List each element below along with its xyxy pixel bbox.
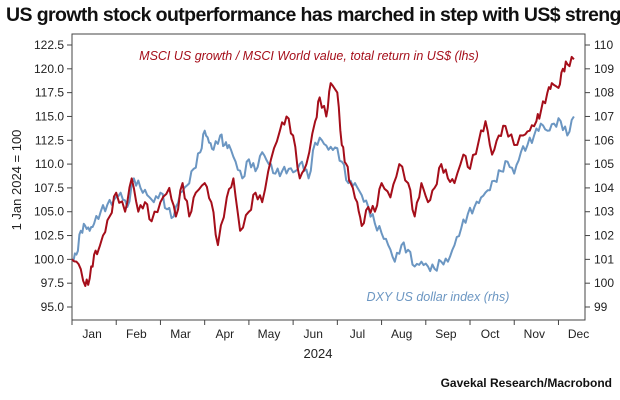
left-tick-label: 122.5: [34, 38, 64, 52]
left-tick-label: 115.0: [35, 109, 64, 123]
right-tick-label: 110: [594, 38, 613, 52]
source-credit: Gavekal Research/Macrobond: [440, 376, 612, 390]
left-tick-label: 105.0: [34, 205, 64, 219]
series-line-dxy: [71, 115, 575, 273]
right-tick-label: 105: [594, 157, 614, 171]
x-tick-label: Jan: [82, 327, 101, 341]
right-tick-label: 104: [594, 181, 614, 195]
left-tick-label: 120.0: [34, 62, 64, 76]
x-tick-label: Feb: [126, 327, 147, 341]
x-axis: Jan Feb Mar Apr May Jun Jul Aug Sep Oct Nov Dec: [71, 320, 589, 341]
series-lines: [71, 55, 575, 287]
left-tick-label: 95.0: [41, 300, 65, 314]
x-tick-label: Oct: [481, 327, 500, 341]
series-label-dxy: DXY US dollar index (rhs): [367, 290, 510, 304]
series-line-growth-value: [71, 55, 575, 287]
right-y-axis: 99 100 101 102 103 104 105 106 107 108 109 110: [585, 38, 614, 314]
left-tick-label: 97.5: [41, 276, 65, 290]
left-tick-label: 100.0: [34, 252, 64, 266]
right-tick-label: 107: [594, 109, 614, 123]
x-tick-label: Nov: [524, 327, 545, 341]
plot-frame: [71, 33, 586, 321]
x-tick-label: Aug: [391, 327, 412, 341]
right-tick-label: 109: [594, 62, 614, 76]
plot-border: [71, 33, 586, 321]
x-tick-label: Apr: [215, 327, 234, 341]
chart-title: US growth stock outperformance has march…: [6, 4, 620, 26]
right-tick-label: 106: [594, 133, 614, 147]
x-tick-label: Sep: [435, 327, 457, 341]
left-tick-label: 107.5: [34, 181, 64, 195]
left-y-axis: 95.0 97.5 100.0 102.5 105.0 107.5 110.0 112.5 11…: [34, 38, 72, 314]
x-tick-label: Jun: [304, 327, 323, 341]
left-y-axis-label: 1 Jan 2024 = 100: [9, 130, 24, 231]
right-tick-label: 103: [594, 205, 614, 219]
right-tick-label: 102: [594, 229, 614, 243]
x-tick-label: Jul: [350, 327, 365, 341]
left-tick-label: 117.5: [35, 86, 64, 100]
right-tick-label: 108: [594, 86, 614, 100]
right-tick-label: 99: [594, 300, 608, 314]
x-tick-label: Mar: [170, 327, 191, 341]
x-tick-label: May: [258, 327, 281, 341]
right-tick-label: 100: [594, 276, 614, 290]
series-label-growth-value: MSCI US growth / MSCI World value, total…: [139, 49, 479, 63]
x-axis-label: 2024: [304, 346, 333, 361]
left-tick-label: 112.5: [35, 133, 64, 147]
left-tick-label: 102.5: [34, 229, 64, 243]
x-tick-label: Dec: [568, 327, 589, 341]
right-tick-label: 101: [594, 252, 614, 266]
left-tick-label: 110.0: [35, 157, 64, 171]
